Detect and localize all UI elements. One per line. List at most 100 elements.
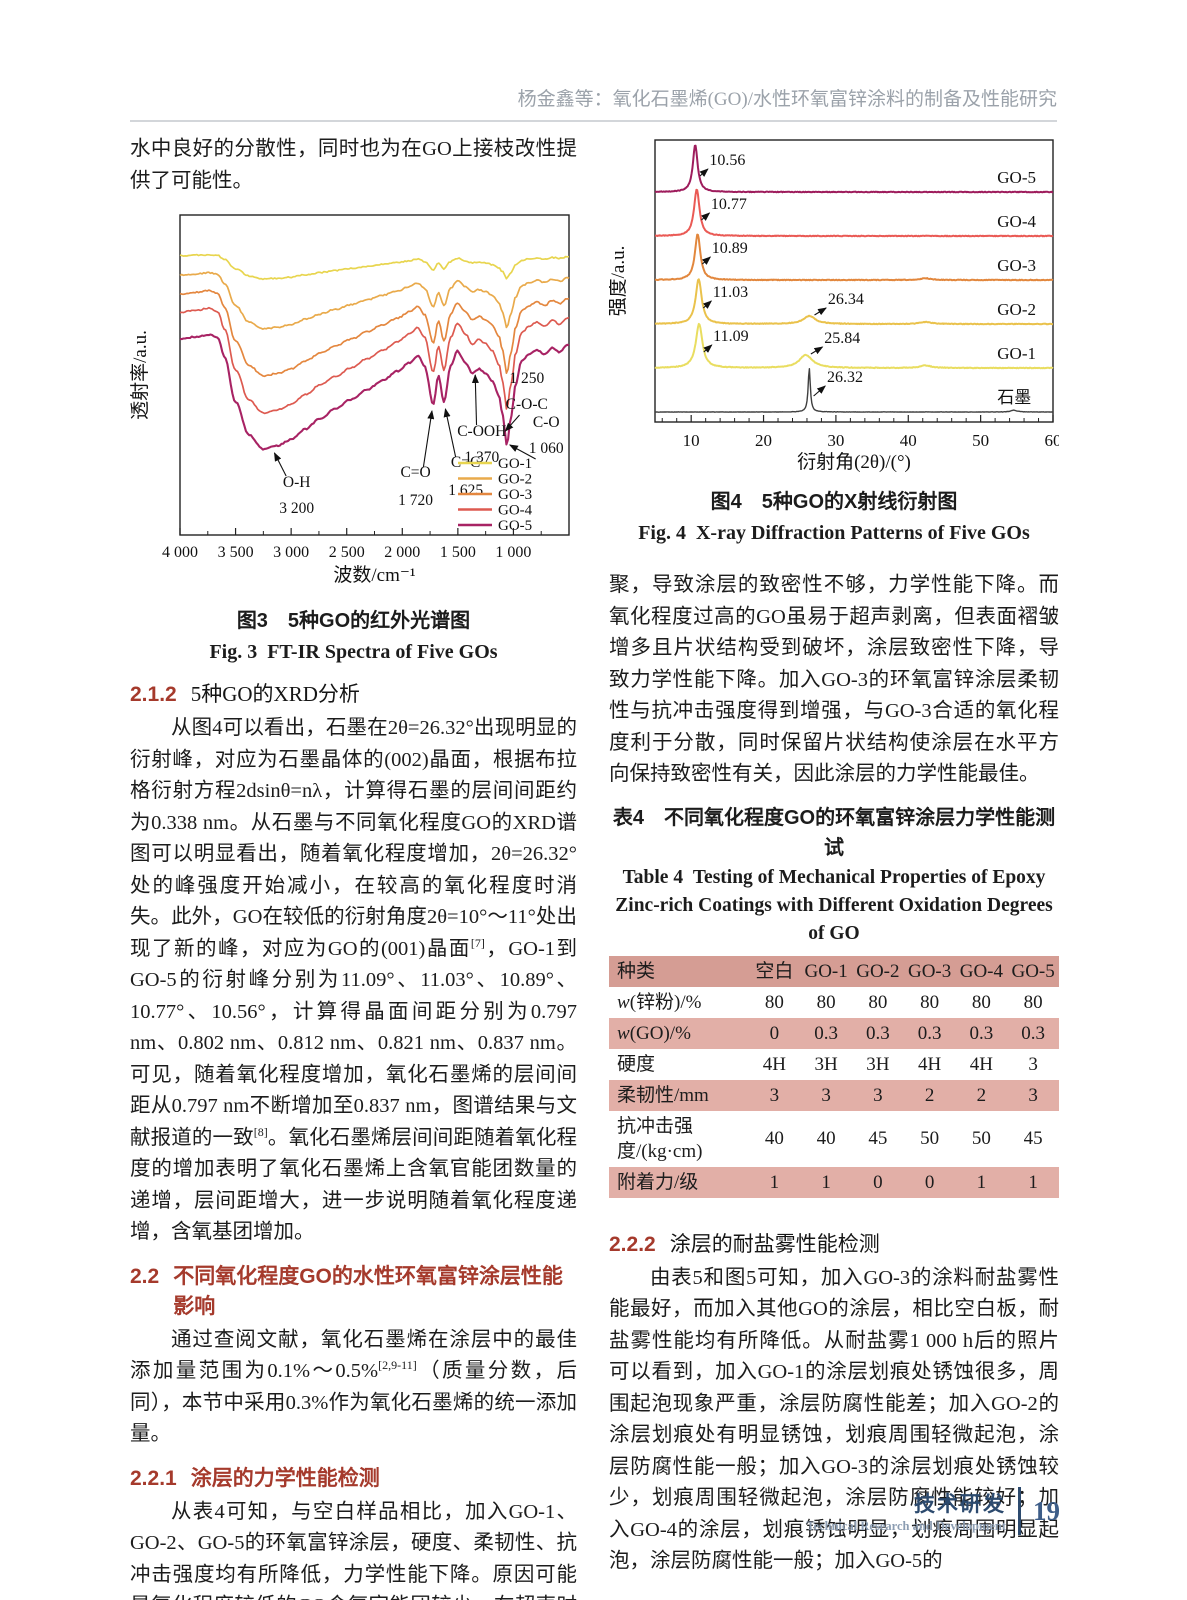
table4-header-2: GO-1	[804, 960, 848, 982]
ftir-x-tick-label: 2 000	[384, 544, 420, 561]
ftir-curve-GO-5	[179, 333, 570, 451]
table-4: 种类 空白 GO-1 GO-2 GO-3 GO-4 GO-5 w(锌粉)/% 80 80 80 80…	[609, 955, 1059, 1198]
figure3-caption-zh: 图3 5种GO的红外光谱图	[236, 610, 471, 632]
table4-cell: 40	[816, 1128, 836, 1149]
table4-row-label: 附着力/级	[617, 1171, 699, 1193]
figure4-caption-en: Fig. 4 X-ray Diffraction Patterns of Fiv…	[638, 522, 1030, 544]
xrd-peak-arrow	[813, 385, 826, 397]
section-title: 涂层的力学性能检测	[190, 1466, 380, 1490]
xrd-x-tick-label: 50	[972, 431, 989, 450]
ftir-x-tick-label: 3 500	[218, 544, 254, 561]
xrd-series-label-石墨: 石墨	[997, 388, 1031, 407]
xrd-series-label-GO-4: GO-4	[997, 212, 1036, 231]
table4-cell: 80	[868, 991, 888, 1013]
text-segment: 从图4可以看出，石墨在2θ=26.32°出现明显的衍射峰，对应为石墨晶体的(00…	[130, 717, 577, 960]
xrd-plot-frame	[654, 139, 1054, 423]
xrd-series-label-GO-3: GO-3	[997, 256, 1036, 275]
xrd-x-axis: 10 20 30 40 50 60	[661, 415, 1062, 450]
xrd-peak-label: 26.34	[828, 291, 864, 308]
footer-section: 技术研发 Technical Research and Development	[806, 1488, 1006, 1534]
table4-header-0: 种类	[617, 960, 656, 982]
figure-3: 4 000 3 500 3 000 2 500 2 000 1 500 1 000 波数/cm…	[129, 205, 577, 667]
table4-cell: 4H	[969, 1053, 993, 1075]
table4-cell: 0	[873, 1171, 883, 1193]
text-segment: 。氧化石墨烯层间间距随着氧化程度的增加表明了氧化石墨烯上含氧官能团数量的递增，层…	[130, 1126, 578, 1244]
ftir-curve-GO-2	[179, 271, 570, 330]
xrd-peak-label: 11.03	[713, 284, 748, 301]
figure3-caption: 图3 5种GO的红外光谱图 Fig. 3 FT-IR Spectra of Fi…	[130, 606, 577, 667]
section-heading-212: 2.1.2 5种GO的XRD分析	[130, 678, 577, 708]
xrd-x-tick-label: 60	[1045, 431, 1060, 450]
figure3-caption-en: Fig. 3 FT-IR Spectra of Five GOs	[209, 641, 498, 663]
xrd-peak-arrow	[699, 168, 709, 177]
table4-row-label: 硬度	[617, 1053, 656, 1075]
table4-cell: 4H	[918, 1053, 942, 1075]
ftir-x-tick-label: 1 000	[495, 544, 531, 561]
intro-paragraph: 水中良好的分散性，同时也为在GO上接枝改性提供了可能性。	[130, 138, 577, 192]
xrd-peak-arrow	[702, 300, 713, 309]
table4-row-4: 抗冲击强度/(kg·cm) 40 40 45 50 50 45	[609, 1111, 1059, 1167]
table4-cell: 3	[821, 1084, 831, 1106]
figure4-caption-zh: 图4 5种GO的X射线衍射图	[710, 491, 958, 513]
right-column: 10 20 30 40 50 60 衍射角(2θ)/(°) 强度/a.u. 石墨 26.32 GO-…	[607, 134, 1062, 1578]
table4-row-0: w(锌粉)/% 80 80 80 80 80 80	[609, 987, 1059, 1018]
table4-row-3: 柔韧性/mm 3 3 3 2 2 3	[609, 1079, 1059, 1111]
table4-title-en: Table 4 Testing of Mechanical Properties…	[615, 866, 1053, 944]
text-segment: (GO)/%	[629, 1022, 691, 1044]
section-22-paragraph: 通过查阅文献，氧化石墨烯在涂层中的最佳添加量范围为0.1%～0.5%[2,9-1…	[130, 1325, 577, 1451]
citation-ref: [7]	[470, 935, 485, 950]
table4-header-4: GO-3	[907, 960, 952, 982]
table4-cell: 0.3	[969, 1022, 994, 1044]
text-segment: ，GO-1到GO-5的衍射峰分别为11.09°、11.03°、10.89°、10…	[130, 937, 578, 1149]
xrd-x-tick-label: 30	[827, 431, 844, 450]
table4-cell: 3	[1028, 1084, 1038, 1106]
section-number: 2.2.2	[609, 1232, 656, 1256]
ftir-annotation-text: C-O	[533, 414, 560, 431]
xrd-peak-label: 10.77	[711, 196, 747, 213]
xrd-series-label-GO-2: GO-2	[997, 300, 1036, 319]
ftir-x-axis-label: 波数/cm⁻¹	[333, 564, 416, 586]
table4-row-label: w(GO)/%	[609, 1018, 749, 1049]
ftir-legend-label: GO-4	[498, 503, 533, 519]
running-head: 杨金鑫等：氧化石墨烯(GO)/水性环氧富锌涂料的制备及性能研究	[130, 84, 1057, 122]
ftir-legend-label: GO-5	[498, 518, 532, 534]
table4-cell: 80	[1023, 991, 1043, 1013]
table4-cell: 0.3	[814, 1022, 838, 1044]
section-212-paragraph: 从图4可以看出，石墨在2θ=26.32°出现明显的衍射峰，对应为石墨晶体的(00…	[130, 713, 577, 1249]
table4-row-1: w(GO)/% 0 0.3 0.3 0.3 0.3 0.3	[609, 1017, 1059, 1049]
continuation-paragraph: 聚，导致涂层的致密性不够，力学性能下降。而氧化程度过高的GO虽易于超声剥离，但表…	[609, 574, 1059, 785]
section-title: 5种GO的XRD分析	[190, 682, 360, 706]
ftir-annotation-text: 1 250	[509, 370, 544, 387]
xrd-peak-arrow	[701, 212, 711, 221]
xrd-series-label-GO-1: GO-1	[997, 344, 1036, 363]
xrd-peak-label: 26.32	[827, 369, 863, 386]
ftir-legend: GO-1GO-2GO-3GO-4GO-5	[458, 456, 533, 534]
table4-row-5: 附着力/级 1 1 0 0 1 1	[609, 1166, 1059, 1198]
ftir-x-tick-label: 2 500	[329, 544, 365, 561]
citation-ref: [2,9-11]	[378, 1358, 417, 1373]
ftir-annotation-text: O-H	[283, 474, 311, 491]
xrd-peak-arrow	[703, 344, 713, 353]
table4-cell: 80	[971, 991, 991, 1013]
citation-ref: [8]	[253, 1124, 268, 1139]
table4-cell: 0	[924, 1171, 935, 1193]
table4-cell: 0.3	[866, 1022, 890, 1044]
table4-cell: 3	[1028, 1053, 1038, 1075]
table4-row-label: 抗冲击强度/(kg·cm)	[617, 1115, 703, 1162]
ftir-annotation-arrow	[443, 408, 457, 458]
table4-header-6: GO-5	[1011, 960, 1055, 982]
section-number: 2.2	[130, 1264, 160, 1288]
xrd-curve-GO-2	[654, 278, 1054, 326]
xrd-peak-arrow	[814, 307, 827, 316]
ftir-annotation-text: C=O	[400, 464, 430, 481]
section-heading-221: 2.2.1 涂层的力学性能检测	[130, 1462, 577, 1492]
content-columns: 水中良好的分散性，同时也为在GO上接枝改性提供了可能性。 4 000 3 500 3…	[129, 134, 1062, 1600]
table4-cell: 1	[769, 1171, 780, 1193]
table4-cell: 2	[924, 1084, 935, 1106]
table4-header-5: GO-4	[959, 960, 1004, 982]
section-number: 2.2.1	[130, 1466, 177, 1490]
table4-cell: 3H	[814, 1053, 838, 1075]
xrd-peak-label: 10.56	[709, 152, 745, 169]
text-segment: 通过查阅文献，氧化石墨烯在涂层中的最佳添加量范围为0.1%～0.5%	[130, 1328, 577, 1383]
